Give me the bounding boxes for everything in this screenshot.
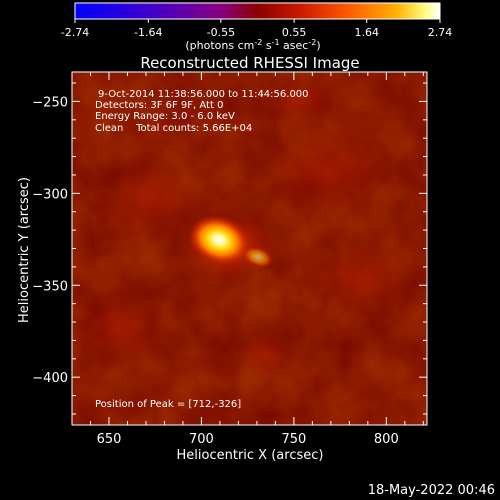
y-axis-label: Heliocentric Y (arcsec) [17,177,32,323]
energy-range-text: Energy Range: 3.0 - 6.0 keV [95,111,235,122]
background-blob [305,240,415,320]
flare-tail [242,246,274,268]
colorbar-tick-label: 2.74 [428,26,453,39]
background-blob [72,290,170,370]
colorbar-tick-label: -2.74 [61,26,89,39]
colorbar-tick-label: 1.64 [354,26,379,39]
background-blob [90,155,210,245]
timestamp: 18-May-2022 00:46 [368,483,495,498]
y-tick-label: −250 [32,95,68,110]
colorbar-tick-label: -1.64 [134,26,162,39]
x-tick-label: 800 [374,432,399,447]
x-tick-label: 750 [281,432,306,447]
background-blob [260,120,400,220]
peak-position-text: Position of Peak = [712,-326] [95,399,241,410]
x-tick-label: 700 [189,432,214,447]
x-tick-label: 650 [97,432,122,447]
colorbar-tick-label: -0.55 [207,26,235,39]
colorbar-ticks: -2.74 -1.64 -0.55 0.55 1.64 2.74 [61,19,452,39]
y-axis: −250 −300 −350 −400 [32,82,427,415]
y-tick-label: −300 [32,187,68,202]
y-tick-label: −400 [32,371,68,386]
clean-counts-text: Clean Total counts: 5.66E+04 [95,123,252,134]
detectors-text: Detectors: 3F 6F 9F, Att 0 [95,100,223,111]
colorbar-units: (photons cm-2 s-1 asec-2) [185,38,320,52]
flare-core [187,214,251,266]
chart-title: Reconstructed RHESSI Image [140,54,359,72]
heatmap-image [72,72,427,425]
colorbar [74,2,441,20]
background-blob [235,330,295,380]
time-range-text: 9-Oct-2014 11:38:56.000 to 11:44:56.000 [98,89,309,100]
colorbar-tick-label: 0.55 [282,26,307,39]
x-axis-label: Heliocentric X (arcsec) [177,448,324,463]
x-axis: 650 700 750 800 [89,72,424,447]
y-tick-label: −350 [32,279,68,294]
background-blob [255,75,345,125]
